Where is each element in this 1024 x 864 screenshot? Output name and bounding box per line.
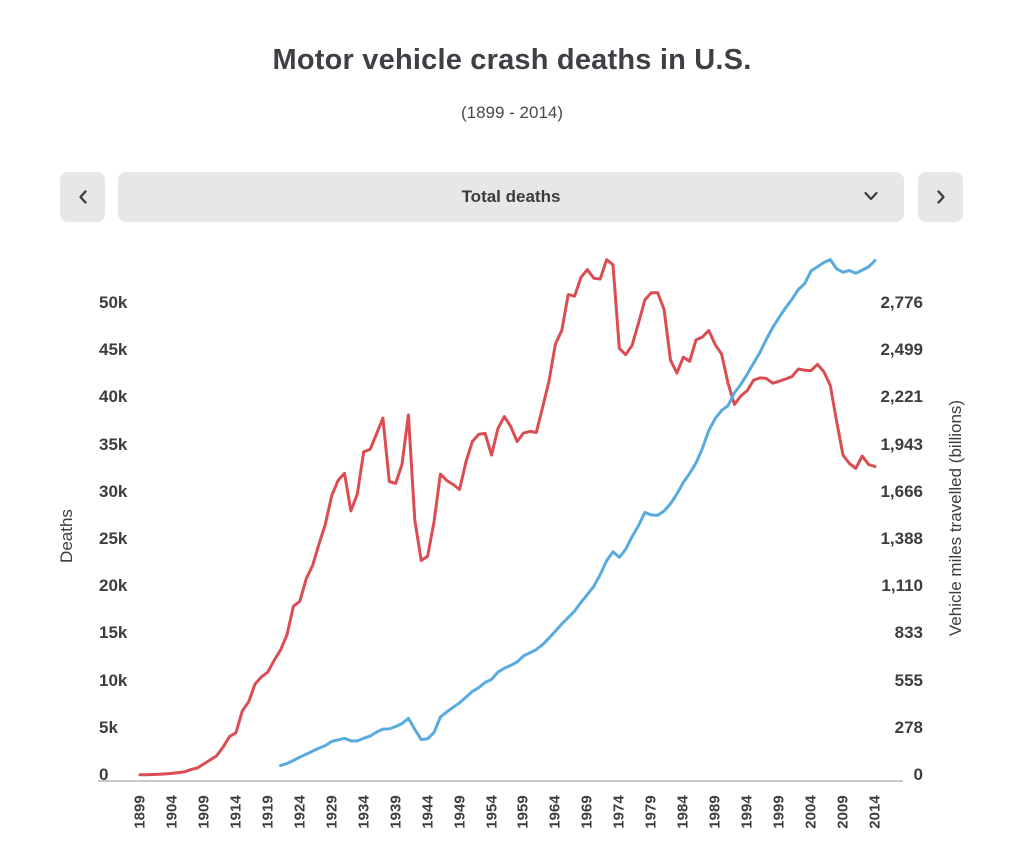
right-axis-tick-label: 1,666 — [880, 481, 923, 501]
x-axis-tick-label: 1909 — [195, 795, 213, 829]
left-axis-tick-label: 0 — [99, 765, 109, 784]
right-axis-tick-label: 1,388 — [880, 529, 923, 548]
right-axis-tick-label: 833 — [894, 623, 923, 643]
x-axis-tick-label: 1924 — [291, 795, 309, 829]
x-axis-tick-label: 1969 — [578, 795, 596, 829]
left-axis-tick-label: 45k — [99, 340, 128, 360]
left-axis-title: Deaths — [57, 509, 76, 563]
vehicle-miles-line-series — [279, 258, 877, 768]
right-axis-tick-label: 278 — [894, 717, 923, 737]
x-axis-tick-label: 1929 — [323, 795, 341, 829]
right-axis-tick-label: 1,110 — [881, 576, 923, 596]
x-axis-tick-label: 2014 — [866, 795, 884, 829]
page-subtitle: (1899 - 2014) — [460, 103, 564, 122]
x-axis-tick-label: 1954 — [483, 795, 501, 829]
chevron-right-icon — [933, 188, 949, 206]
x-axis-tick-label: 1939 — [387, 795, 405, 829]
x-axis-tick-label: 1949 — [451, 795, 469, 829]
right-axis-tick-label: 2,499 — [880, 340, 923, 360]
chevron-down-icon — [862, 189, 880, 206]
x-axis-tick-label: 1964 — [546, 795, 564, 829]
x-axis-tick-label: 1959 — [514, 795, 532, 829]
series-selector-value: Total deaths — [461, 187, 561, 206]
right-axis-tick-label: 2,221 — [880, 387, 923, 407]
chevron-left-icon — [75, 188, 91, 206]
left-axis-tick-label: 30k — [99, 481, 128, 501]
x-axis-tick-label: 1984 — [674, 795, 692, 829]
x-axis-tick-label: 1914 — [227, 795, 245, 829]
right-axis-tick-label: 1,943 — [880, 434, 923, 454]
next-series-button[interactable] — [918, 172, 963, 222]
x-axis-tick-label: 1919 — [259, 795, 277, 829]
x-axis-tick-label: 1944 — [419, 795, 437, 829]
chart-canvas — [98, 258, 903, 782]
left-axis-tick-label: 5k — [99, 717, 118, 737]
left-axis-tick-label: 20k — [99, 576, 128, 596]
left-axis-tick-label: 15k — [99, 623, 128, 643]
x-axis-tick-label: 1974 — [610, 795, 628, 829]
left-axis-tick-label: 35k — [99, 434, 128, 454]
left-axis-tick-label: 25k — [99, 529, 128, 548]
page-title: Motor vehicle crash deaths in U.S. — [272, 44, 752, 76]
x-axis-tick-label: 1904 — [163, 795, 181, 829]
x-axis-tick-label: 2004 — [802, 795, 820, 829]
x-axis-tick-label: 1994 — [738, 795, 756, 829]
x-axis-tick-label: 1999 — [770, 795, 788, 829]
total-deaths-line-series — [138, 258, 877, 777]
right-axis-tick-label: 555 — [894, 670, 923, 690]
x-axis-tick-label: 1899 — [131, 795, 149, 829]
prev-series-button[interactable] — [60, 172, 105, 222]
right-axis-title: Vehicle miles travelled (billions) — [946, 399, 965, 637]
left-axis-tick-label: 50k — [99, 293, 128, 312]
x-axis-tick-label: 1934 — [355, 795, 373, 829]
line-chart: 0 5k 10k 15k 20k 25k 30k 35k 40k 45k 50k 0 278 555 833… — [0, 236, 1024, 864]
left-axis-tick-label: 10k — [99, 670, 128, 690]
x-axis-tick-label: 1989 — [706, 795, 724, 829]
x-axis-tick-label: 1979 — [642, 795, 660, 829]
right-axis-tick-label: 0 — [913, 765, 923, 784]
x-axis-tick-label: 2009 — [834, 795, 852, 829]
right-axis-tick-label: 2,776 — [880, 293, 923, 312]
series-selector-dropdown[interactable]: Total deaths — [118, 172, 904, 222]
left-axis-tick-label: 40k — [99, 387, 128, 407]
